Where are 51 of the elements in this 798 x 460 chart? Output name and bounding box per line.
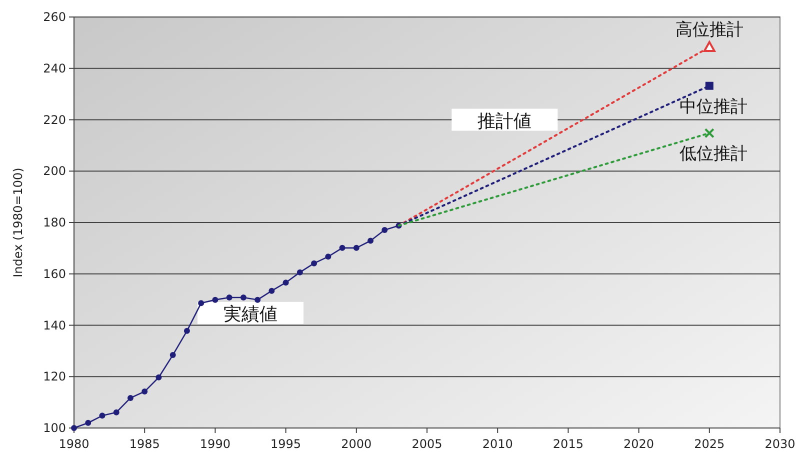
y-tick-label: 100 [43,421,66,435]
point [705,82,714,90]
series-label: 中位推計 [679,96,748,117]
point [382,226,388,233]
series-label: 低位推計 [679,144,748,164]
point [339,244,346,251]
x-tick-label: 2020 [624,437,654,451]
y-tick-label: 160 [43,266,66,281]
point [212,296,218,303]
point [198,300,204,306]
x-tick-label: 2030 [764,437,796,451]
point [353,244,360,251]
x-tick-label: 2005 [412,437,442,451]
x-tick-label: 1985 [129,437,160,451]
annotation: 実績値 [224,304,278,325]
y-tick-label: 260 [43,10,66,24]
x-tick-label: 2015 [552,437,584,451]
y-tick-label: 120 [43,370,66,384]
x-tick-label: 2000 [341,437,372,451]
y-tick-label: 200 [43,164,66,178]
point [311,260,318,266]
y-tick-label: 240 [43,61,66,76]
point [99,412,106,419]
annotation: 推計値 [478,110,532,132]
point [184,328,190,334]
x-tick-label: 2025 [694,437,725,451]
point [368,238,374,244]
point [296,269,303,276]
point [704,128,714,138]
point [268,288,275,294]
point [142,388,148,395]
y-tick-label: 220 [43,112,66,127]
x-tick-label: 1995 [270,437,302,451]
point [240,294,246,301]
series-label: 高位推計 [675,20,744,40]
point [226,294,232,301]
point [113,409,120,416]
point [170,352,176,358]
y-tick-label: 180 [43,216,66,230]
point [85,420,92,426]
x-tick-label: 1990 [200,437,230,451]
point [282,280,289,286]
point [325,254,332,260]
point [71,425,77,431]
x-tick-label: 1980 [58,437,90,451]
y-axis-title: Index (1980=100) [11,168,25,278]
point [254,296,261,303]
point [156,374,162,380]
x-tick-label: 2010 [482,437,513,451]
y-tick-label: 140 [43,318,66,332]
point [127,394,134,401]
